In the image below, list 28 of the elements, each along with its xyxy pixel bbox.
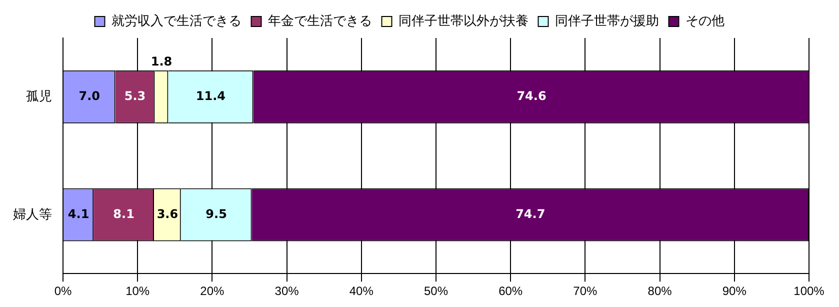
data-label: 74.7 — [516, 206, 546, 221]
data-label: 4.1 — [68, 206, 90, 221]
x-tick-label: 20% — [200, 284, 225, 298]
legend-label: その他 — [685, 13, 724, 28]
y-tick-label: 婦人等 — [13, 206, 52, 222]
data-label: 9.5 — [206, 206, 227, 221]
x-tick-label: 30% — [274, 284, 300, 298]
x-tick-label: 80% — [648, 284, 672, 298]
data-label: 1.8 — [150, 54, 172, 69]
data-label: 8.1 — [113, 206, 134, 221]
x-tick-label: 40% — [349, 284, 374, 298]
legend-label: 同伴子世帯以外が扶養 — [398, 13, 528, 28]
data-label: 3.6 — [156, 206, 178, 221]
x-tick-label: 90% — [722, 284, 747, 298]
data-label: 74.6 — [516, 89, 546, 104]
legend-label: 年金で生活できる — [268, 13, 372, 28]
x-tick-label: 60% — [498, 284, 523, 298]
legend-label: 就労収入で生活できる — [111, 13, 242, 28]
data-label: 11.4 — [196, 89, 226, 104]
y-tick-label: 孤児 — [26, 88, 52, 104]
x-tick-label: 70% — [573, 284, 598, 298]
x-tick-label: 10% — [126, 284, 150, 298]
x-tick-label: 50% — [424, 284, 448, 298]
x-tick-label: 100% — [794, 284, 825, 298]
data-label: 7.0 — [78, 89, 100, 104]
legend-label: 同伴子世帯が援助 — [554, 13, 659, 28]
data-label: 5.3 — [124, 89, 146, 104]
x-tick-label: 0% — [54, 284, 72, 298]
